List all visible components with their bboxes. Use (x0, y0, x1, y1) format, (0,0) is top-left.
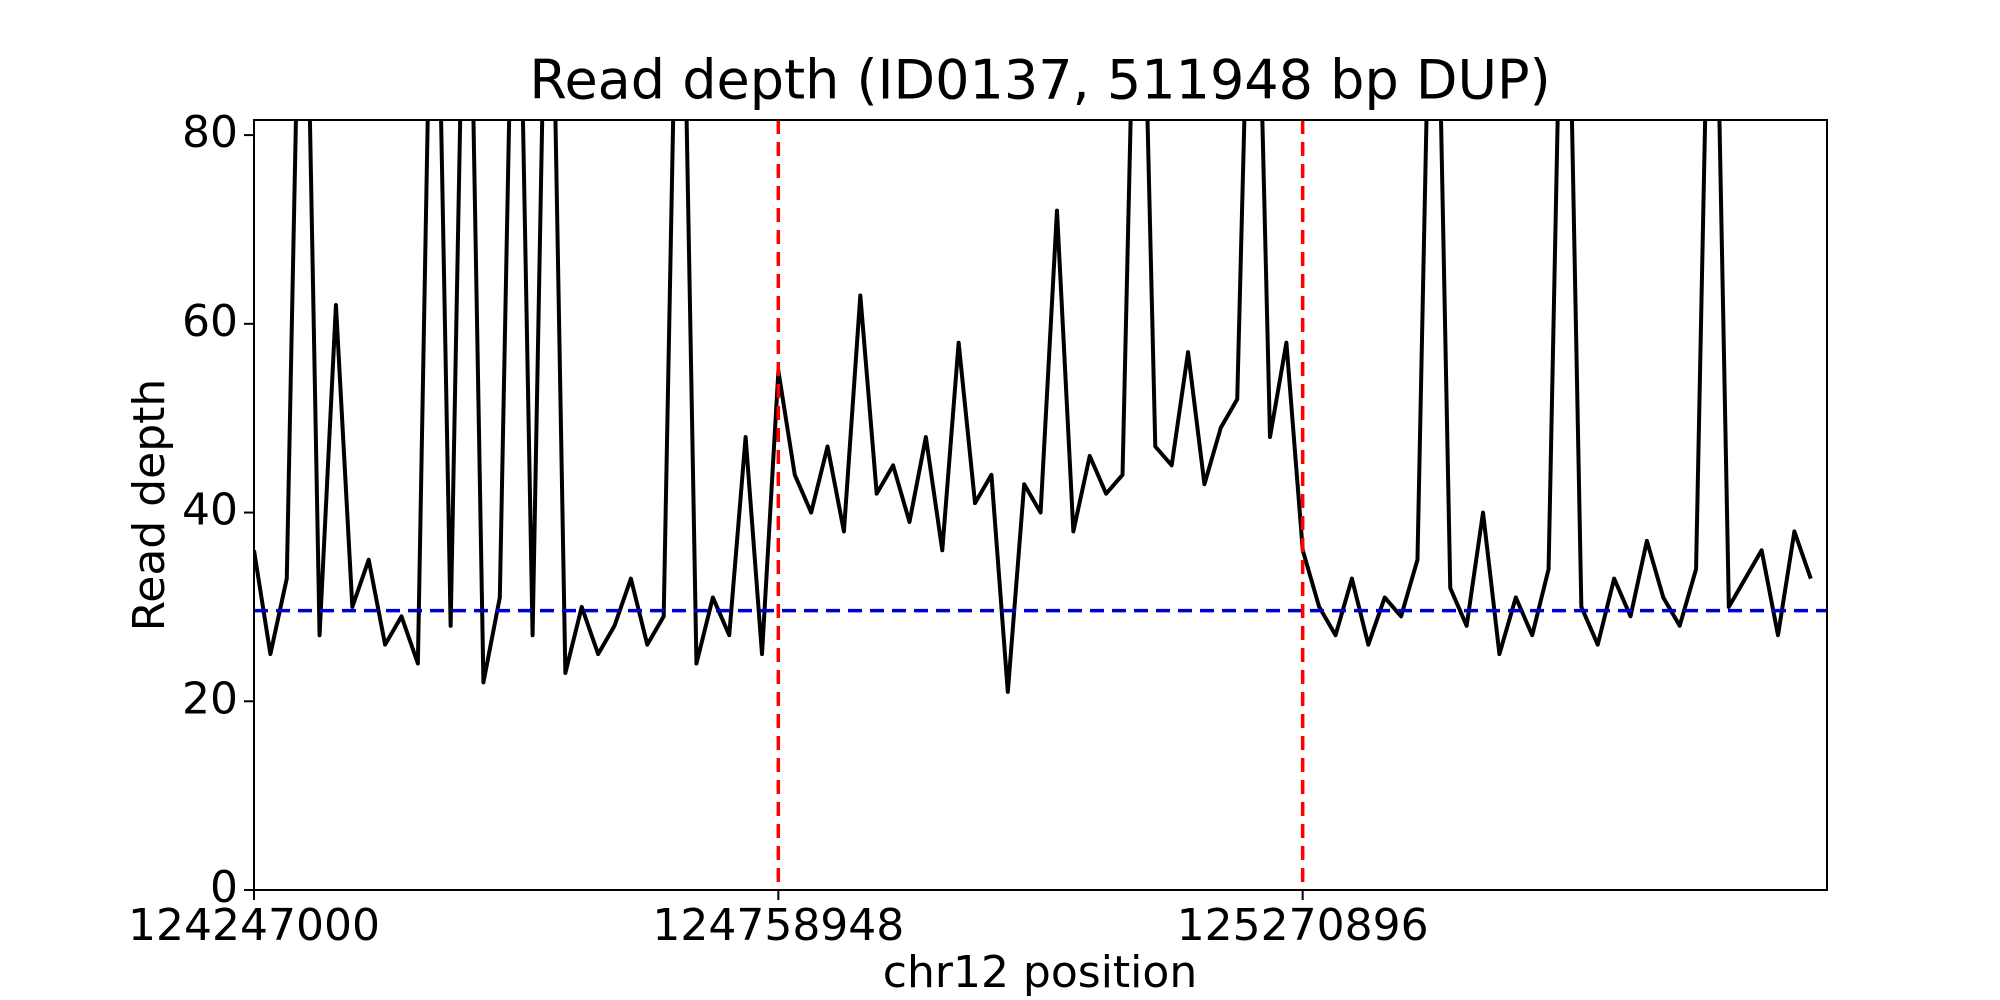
chart-title: Read depth (ID0137, 511948 bp DUP) (529, 49, 1550, 112)
y-tick-label: 0 (210, 862, 238, 913)
x-tick-label: 124247000 (128, 900, 380, 951)
y-tick-label: 40 (182, 485, 238, 536)
y-tick-label: 80 (182, 107, 238, 158)
y-tick-label: 60 (182, 296, 238, 347)
y-tick-label: 20 (182, 673, 238, 724)
x-tick-label: 124758948 (652, 900, 904, 951)
x-axis-label: chr12 position (883, 947, 1197, 998)
x-tick-label: 125270896 (1177, 900, 1429, 951)
plot-area (254, 120, 1827, 890)
y-axis-label: Read depth (124, 379, 175, 632)
plot-frame (253, 119, 1828, 891)
depth-line (254, 120, 1813, 694)
